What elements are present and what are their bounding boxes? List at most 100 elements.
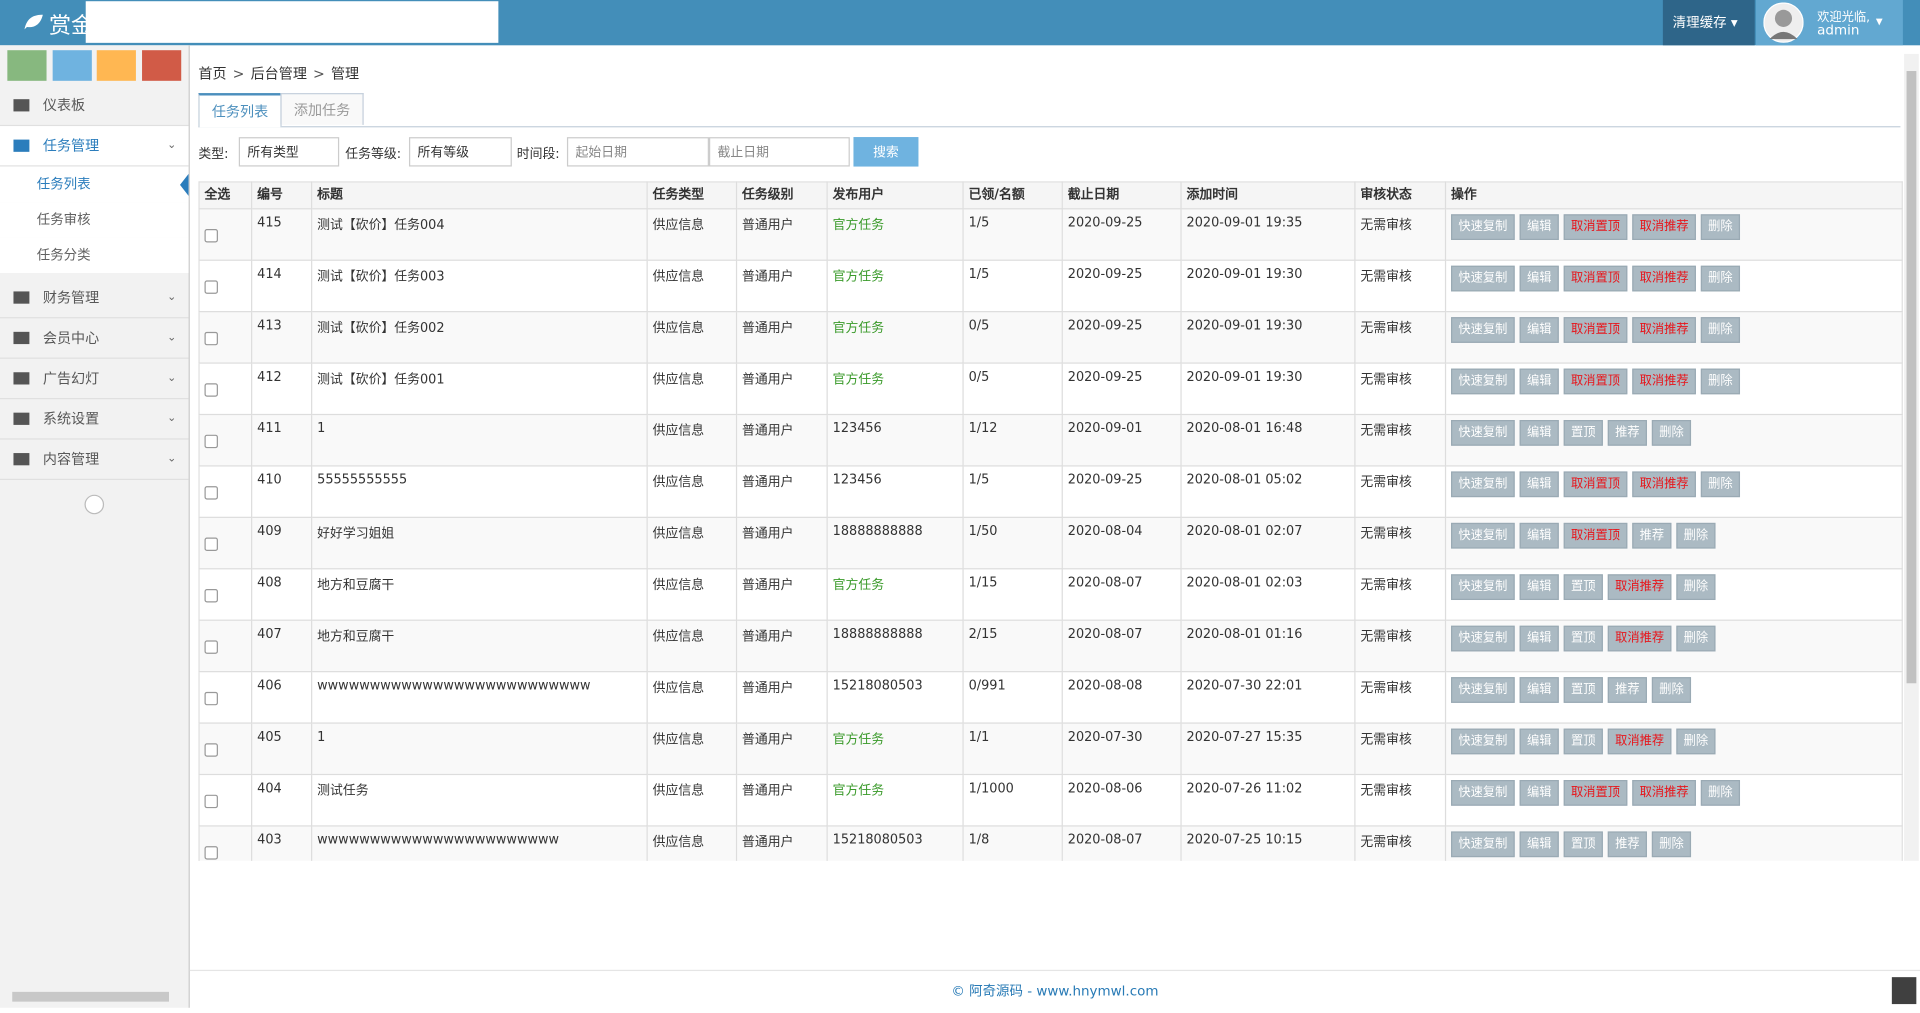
action-button[interactable]: 快速复制 [1451,368,1515,395]
action-button[interactable]: 编辑 [1519,420,1559,446]
action-button[interactable]: 编辑 [1519,265,1559,292]
crumb[interactable]: 后台管理 [250,64,307,83]
action-button[interactable]: 删除 [1676,574,1716,601]
action-button[interactable]: 推荐 [1607,420,1647,446]
action-button[interactable]: 删除 [1651,420,1692,446]
action-button[interactable]: 取消推荐 [1607,625,1672,652]
action-button[interactable]: 取消置顶 [1563,780,1628,806]
action-button[interactable]: 快速复制 [1451,728,1515,755]
menu-item[interactable]: 财务管理 ⌄ [0,278,189,319]
action-button[interactable]: 推荐 [1632,522,1672,549]
action-button[interactable]: 删除 [1700,780,1741,806]
column-header[interactable]: 全选 [198,181,253,210]
action-button[interactable]: 删除 [1651,677,1692,703]
shortcut-home[interactable] [7,50,47,81]
search-button[interactable]: 搜索 [853,137,919,167]
checkbox[interactable] [204,846,218,860]
level-select[interactable]: 所有等级 [408,137,512,167]
action-button[interactable]: 删除 [1700,214,1741,241]
action-button[interactable]: 快速复制 [1451,780,1515,806]
action-button[interactable]: 取消推荐 [1607,574,1672,601]
action-button[interactable]: 推荐 [1607,831,1647,858]
checkbox[interactable] [204,228,218,243]
action-button[interactable]: 快速复制 [1451,574,1515,601]
menu-item[interactable]: 广告幻灯 ⌄ [0,359,189,400]
shortcut-bell[interactable] [142,50,182,81]
action-button[interactable]: 置顶 [1563,728,1603,755]
checkbox[interactable] [204,588,218,603]
checkbox[interactable] [204,743,218,757]
tab[interactable]: 任务列表 [198,93,282,128]
action-button[interactable]: 删除 [1676,728,1716,755]
action-button[interactable]: 编辑 [1519,728,1559,755]
action-button[interactable]: 删除 [1651,831,1692,858]
start-date[interactable]: 起始日期 [566,137,709,167]
action-button[interactable]: 快速复制 [1451,831,1515,858]
checkbox[interactable] [204,537,218,552]
action-button[interactable]: 编辑 [1519,368,1559,395]
action-button[interactable]: 删除 [1700,317,1741,343]
action-button[interactable]: 取消置顶 [1563,265,1628,292]
checkbox[interactable] [204,691,218,706]
menu-item[interactable]: 内容管理 ⌄ [0,440,189,481]
action-button[interactable]: 删除 [1700,471,1741,498]
action-button[interactable]: 快速复制 [1451,317,1515,343]
action-button[interactable]: 删除 [1700,368,1741,395]
action-button[interactable]: 取消置顶 [1563,522,1628,549]
action-button[interactable]: 快速复制 [1451,214,1515,241]
action-button[interactable]: 快速复制 [1451,265,1515,292]
action-button[interactable]: 取消推荐 [1632,471,1696,498]
action-button[interactable]: 编辑 [1519,214,1559,241]
menu-item[interactable]: 会员中心 ⌄ [0,318,189,359]
action-button[interactable]: 编辑 [1519,677,1559,703]
action-button[interactable]: 删除 [1700,265,1741,292]
action-button[interactable]: 编辑 [1519,522,1559,549]
checkbox[interactable] [204,280,218,294]
action-button[interactable]: 置顶 [1563,574,1603,601]
action-button[interactable]: 编辑 [1519,574,1559,601]
menu-item[interactable]: 仪表板 [0,86,189,127]
menu-item[interactable]: 系统设置 ⌄ [0,399,189,440]
checkbox[interactable] [204,640,218,654]
action-button[interactable]: 编辑 [1519,471,1559,498]
submenu-item[interactable]: 任务列表 [0,166,189,203]
menu-item[interactable]: 任务管理 ⌄ [0,126,189,167]
action-button[interactable]: 编辑 [1519,317,1559,343]
submenu-item[interactable]: 任务审核 [0,202,189,238]
submenu-item[interactable]: 任务分类 [0,237,189,274]
clear-cache[interactable]: 清理缓存 ▾ [1662,0,1755,46]
action-button[interactable]: 取消置顶 [1563,471,1628,498]
type-select[interactable]: 所有类型 [238,137,340,167]
checkbox[interactable] [204,486,218,500]
action-button[interactable]: 取消推荐 [1632,214,1696,241]
back-to-top[interactable] [1891,977,1917,1005]
action-button[interactable]: 快速复制 [1451,471,1515,498]
search-box[interactable] [85,1,499,43]
shortcut-edit[interactable] [52,50,92,81]
action-button[interactable]: 置顶 [1563,625,1603,652]
tab[interactable]: 添加任务 [280,93,364,125]
action-button[interactable]: 取消置顶 [1563,368,1628,395]
action-button[interactable]: 删除 [1676,522,1716,549]
user-menu[interactable]: 欢迎光临, admin ▾ [1755,0,1903,46]
action-button[interactable]: 推荐 [1607,677,1647,703]
action-button[interactable]: 取消置顶 [1563,214,1628,241]
action-button[interactable]: 取消推荐 [1632,368,1696,395]
action-button[interactable]: 取消置顶 [1563,317,1628,343]
action-button[interactable]: 编辑 [1519,780,1559,806]
action-button[interactable]: 取消推荐 [1607,728,1672,755]
checkbox[interactable] [204,331,218,346]
checkbox[interactable] [204,794,218,809]
action-button[interactable]: 快速复制 [1451,625,1515,652]
crumb[interactable]: 首页 [198,64,227,83]
action-button[interactable]: 编辑 [1519,625,1559,652]
collapse[interactable] [84,494,105,515]
shortcut-users[interactable] [96,50,136,81]
action-button[interactable]: 快速复制 [1451,677,1515,703]
checkbox[interactable] [204,434,218,449]
action-button[interactable]: 取消推荐 [1632,317,1696,343]
action-button[interactable]: 置顶 [1563,677,1603,703]
action-button[interactable]: 快速复制 [1451,522,1515,549]
action-button[interactable]: 编辑 [1519,831,1559,858]
action-button[interactable]: 置顶 [1563,831,1603,858]
